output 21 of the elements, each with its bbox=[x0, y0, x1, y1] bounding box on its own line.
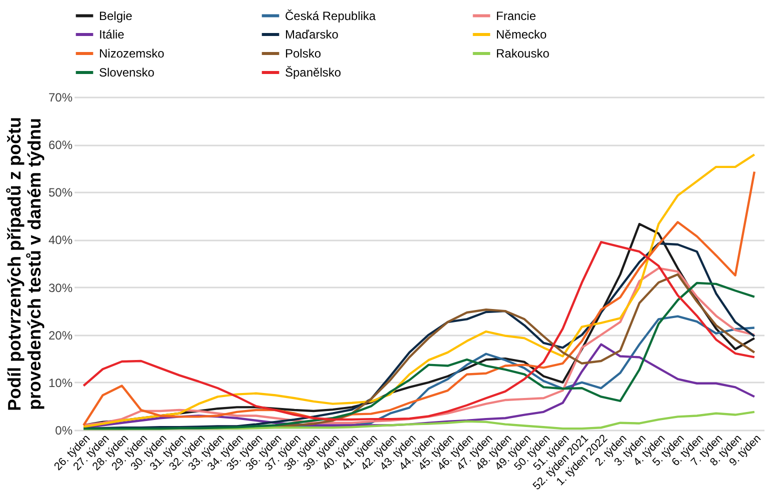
legend-label: Francie bbox=[496, 8, 536, 23]
y-tick-label: 40% bbox=[48, 233, 73, 248]
legend-label: Německo bbox=[496, 28, 548, 42]
legend-label: Belgie bbox=[99, 8, 133, 23]
y-tick-label: 0% bbox=[55, 424, 73, 438]
line-series bbox=[82, 410, 756, 430]
legend-label: Maďarsko bbox=[285, 28, 339, 42]
y-tick-label: 50% bbox=[48, 186, 73, 200]
legend-label: Slovensko bbox=[99, 66, 155, 80]
y-tick-label: 60% bbox=[48, 138, 73, 152]
y-tick-label: 10% bbox=[48, 376, 73, 390]
y-tick-label: 30% bbox=[48, 280, 73, 295]
legend-label: Česká Republika bbox=[285, 8, 376, 23]
legend-label: Rakousko bbox=[496, 46, 550, 60]
y-axis-title: Podíl potvrzených případů z počtu provedených testů v daném týdnu bbox=[4, 116, 44, 412]
legend-label: Itálie bbox=[99, 28, 125, 42]
y-tick-label: 70% bbox=[48, 90, 73, 104]
legend-label: Polsko bbox=[285, 46, 322, 60]
legend-label: Španělsko bbox=[285, 66, 342, 80]
y-tick-label: 20% bbox=[48, 328, 73, 342]
legend-label: Nizozemsko bbox=[99, 46, 165, 60]
